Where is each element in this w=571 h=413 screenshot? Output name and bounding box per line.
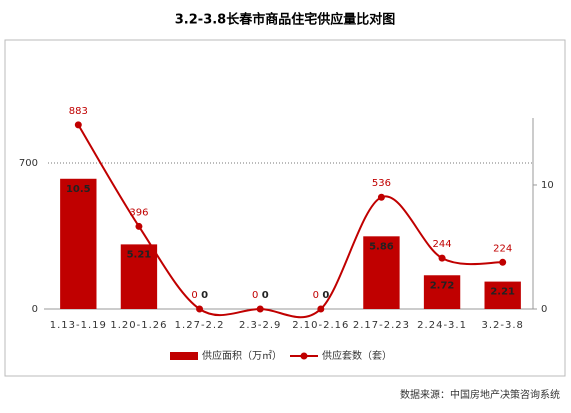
line-value-label: 0 bbox=[191, 290, 197, 301]
line-point bbox=[74, 121, 82, 129]
x-tick-label: 1.27-2.2 bbox=[175, 320, 225, 331]
bar-value-label: 5.21 bbox=[127, 249, 152, 260]
line-point bbox=[377, 193, 385, 201]
line-point bbox=[317, 305, 325, 313]
x-tick-label: 3.2-3.8 bbox=[481, 320, 523, 331]
x-tick-label: 2.3-2.9 bbox=[239, 320, 281, 331]
line-value-label: 244 bbox=[433, 239, 452, 250]
y2-tick-label: 10 bbox=[541, 180, 554, 191]
bar-value-label: 10.5 bbox=[66, 184, 91, 195]
bar bbox=[363, 236, 400, 309]
line-value-label: 396 bbox=[129, 207, 148, 218]
y-tick-label: 0 bbox=[32, 304, 38, 315]
bar bbox=[120, 244, 158, 309]
bar-value-label: 2.21 bbox=[490, 287, 515, 298]
bar-value-label: 2.72 bbox=[430, 280, 455, 291]
line-point bbox=[499, 258, 507, 266]
bar-value-label: 5.86 bbox=[369, 241, 394, 252]
source-note: 数据来源：中国房地产决策咨询系统 bbox=[400, 388, 560, 401]
legend-swatch bbox=[300, 352, 308, 360]
x-tick-label: 1.13-1.19 bbox=[50, 320, 107, 331]
bar bbox=[423, 275, 461, 309]
bar-value-label: 0 bbox=[201, 290, 208, 301]
line-value-label: 224 bbox=[493, 243, 512, 254]
line-value-label: 0 bbox=[313, 290, 319, 301]
x-tick-label: 2.10-2.16 bbox=[292, 320, 349, 331]
bar-value-label: 0 bbox=[262, 290, 269, 301]
x-tick-label: 2.24-3.1 bbox=[417, 320, 467, 331]
line-value-label: 0 bbox=[252, 290, 258, 301]
line-value-label: 536 bbox=[372, 178, 391, 189]
legend-label: 供应套数（套） bbox=[322, 349, 392, 362]
y-tick-label: 700 bbox=[19, 158, 38, 169]
line-point bbox=[196, 305, 204, 313]
line-point bbox=[438, 254, 446, 262]
line-point bbox=[135, 222, 143, 230]
x-tick-label: 2.17-2.23 bbox=[353, 320, 410, 331]
line-value-label: 883 bbox=[69, 106, 88, 117]
line-point bbox=[256, 305, 264, 313]
chart-frame bbox=[4, 39, 566, 377]
chart-title: 3.2-3.8长春市商品住宅供应量比对图 bbox=[175, 12, 395, 28]
legend-swatch bbox=[170, 352, 198, 360]
y2-tick-label: 0 bbox=[541, 304, 547, 315]
bar-value-label: 0 bbox=[322, 290, 329, 301]
bar bbox=[484, 281, 521, 309]
x-tick-label: 1.20-1.26 bbox=[110, 320, 167, 331]
legend-label: 供应面积（万㎡） bbox=[202, 349, 282, 362]
bar bbox=[60, 178, 97, 309]
